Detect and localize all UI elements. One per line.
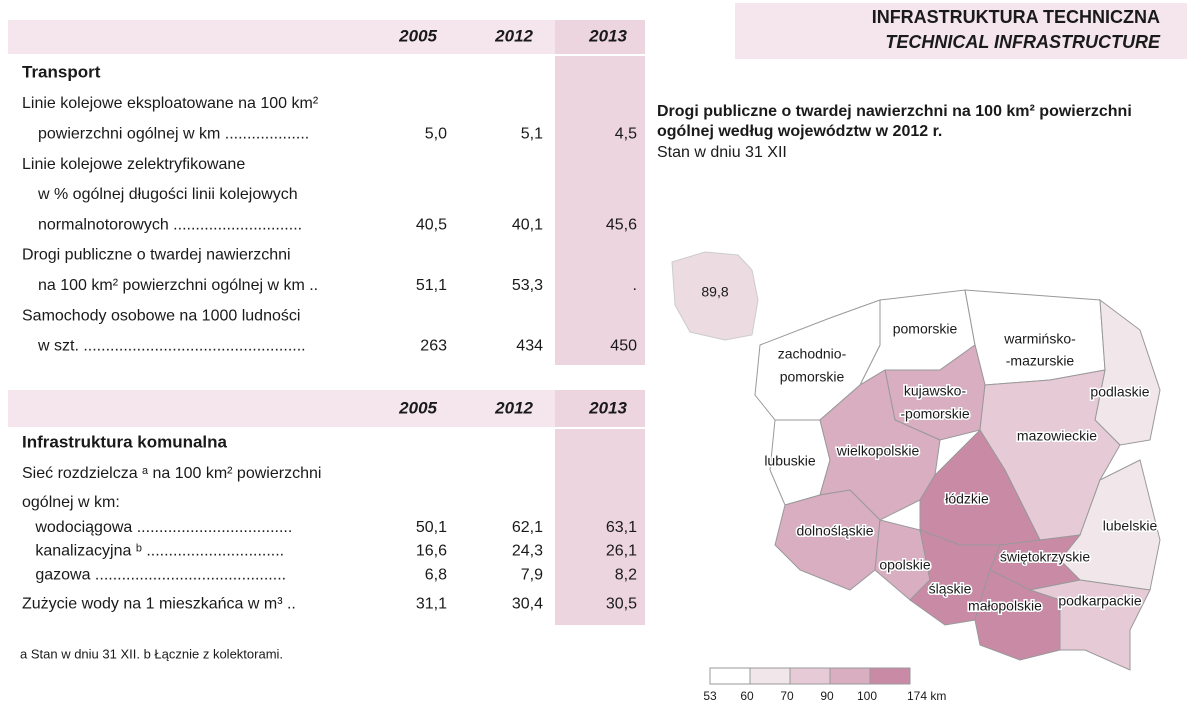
header-subtitle: TECHNICAL INFRASTRUCTURE bbox=[885, 32, 1161, 52]
region-label: małopolskie bbox=[968, 598, 1042, 614]
cell-value: 26,1 bbox=[606, 543, 637, 560]
region-label: podlaskie bbox=[1090, 384, 1149, 400]
cell-value: 16,6 bbox=[416, 543, 447, 560]
cell-value: 40,1 bbox=[512, 216, 543, 233]
region-label: lubuskie bbox=[764, 453, 816, 469]
cell-value: 263 bbox=[420, 338, 447, 355]
legend-label: 174 km bbox=[907, 689, 946, 703]
region-label: śląskie bbox=[929, 581, 972, 597]
row-label: Sieć rozdzielcza ᵃ na 100 km² powierzchn… bbox=[22, 465, 321, 482]
legend-swatch bbox=[709, 667, 751, 685]
row-label: ogólnej w km: bbox=[22, 494, 120, 511]
legend-swatch bbox=[789, 667, 831, 685]
region-shape bbox=[774, 489, 881, 591]
inset-shape bbox=[671, 251, 759, 341]
legend-swatch bbox=[749, 667, 791, 685]
map: pomorskie warmińsko- -mazurskie zachodnio-p… bbox=[703, 289, 1161, 703]
column-header: 2013 bbox=[588, 26, 627, 45]
cell-value: 62,1 bbox=[512, 519, 543, 536]
region-label: świętokrzyskie bbox=[1000, 549, 1090, 565]
cell-value: 31,1 bbox=[416, 596, 447, 613]
region-shape bbox=[974, 569, 1061, 661]
cell-value: 30,5 bbox=[606, 596, 637, 613]
column-highlight bbox=[555, 390, 645, 625]
legend-label: 70 bbox=[780, 689, 794, 703]
cell-value: 434 bbox=[516, 338, 543, 355]
row-label: w szt. .................................… bbox=[37, 338, 306, 355]
legend-swatch bbox=[829, 667, 871, 685]
row-label: Drogi publiczne o twardej nawierzchni bbox=[22, 247, 291, 264]
table-header-bg bbox=[8, 390, 645, 428]
cell-value: 30,4 bbox=[512, 596, 543, 613]
legend-label: 53 bbox=[703, 689, 717, 703]
cell-value: 5,1 bbox=[521, 126, 543, 143]
cell-value: 53,3 bbox=[512, 277, 543, 294]
cell-value: 50,1 bbox=[416, 519, 447, 536]
row-label: kanalizacyjna ᵇ ........................… bbox=[22, 543, 284, 560]
legend-label: 60 bbox=[740, 689, 754, 703]
region-label: pomorskie bbox=[893, 321, 958, 337]
cell-value: 7,9 bbox=[521, 567, 543, 584]
row-label: wodociągowa ............................… bbox=[22, 519, 292, 536]
row-label: Linie kolejowe zelektryfikowane bbox=[22, 156, 245, 173]
cell-value: 4,5 bbox=[615, 126, 637, 143]
cell-value: 5,0 bbox=[425, 126, 447, 143]
region-label: łódzkie bbox=[945, 491, 989, 507]
region-label: zachodnio- bbox=[778, 346, 847, 362]
row-label: Samochody osobowe na 1000 ludności bbox=[22, 307, 300, 324]
cell-value: . bbox=[633, 277, 637, 294]
row-label: powierzchni ogólnej w km ...............… bbox=[38, 126, 309, 143]
region-label: -mazurskie bbox=[1006, 353, 1075, 369]
cell-value: 40,5 bbox=[416, 216, 447, 233]
region-label: kujawsko- bbox=[904, 383, 967, 399]
row-label: w % ogólnej długości linii kolejowych bbox=[37, 186, 298, 203]
map-subtitle: Stan w dniu 31 XII bbox=[657, 144, 787, 161]
table-header-bg bbox=[8, 20, 645, 55]
cell-value: 51,1 bbox=[416, 277, 447, 294]
column-header: 2012 bbox=[494, 26, 533, 45]
region-label: podkarpackie bbox=[1058, 593, 1141, 609]
region-label: pomorskie bbox=[780, 369, 845, 385]
region-label: -pomorskie bbox=[900, 406, 969, 422]
cell-value: 6,8 bbox=[425, 567, 447, 584]
row-label: Zużycie wody na 1 mieszkańca w m³ .. bbox=[22, 596, 296, 613]
row-label: normalnotorowych .......................… bbox=[38, 216, 302, 233]
region-label: wielkopolskie bbox=[836, 443, 920, 459]
region-label: dolnośląskie bbox=[796, 523, 873, 539]
row-label: Linie kolejowe eksploatowane na 100 km² bbox=[22, 95, 319, 112]
column-header: 2005 bbox=[398, 398, 437, 417]
column-header: 2005 bbox=[398, 26, 437, 45]
section-title: Transport bbox=[22, 62, 101, 81]
row-label: na 100 km² powierzchni ogólnej w km .. bbox=[38, 277, 318, 294]
header-bg bbox=[735, 3, 1187, 59]
cell-value: 8,2 bbox=[615, 567, 637, 584]
cell-value: 450 bbox=[610, 338, 637, 355]
map-title: ogólnej według województw w 2012 r. bbox=[657, 123, 942, 140]
map-title: Drogi publiczne o twardej nawierzchni na… bbox=[657, 103, 1132, 120]
column-header: 2012 bbox=[494, 398, 533, 417]
legend-swatch bbox=[869, 667, 911, 685]
region-label: lubelskie bbox=[1103, 518, 1158, 534]
row-label: gazowa .................................… bbox=[22, 567, 286, 584]
cell-value: 63,1 bbox=[606, 519, 637, 536]
cell-value: 24,3 bbox=[512, 543, 543, 560]
region-label: warmińsko- bbox=[1003, 331, 1076, 347]
section-title: Infrastruktura komunalna bbox=[22, 432, 228, 451]
legend-label: 90 bbox=[820, 689, 834, 703]
region-label: mazowieckie bbox=[1017, 428, 1097, 444]
column-highlight bbox=[555, 20, 645, 365]
column-header: 2013 bbox=[588, 398, 627, 417]
header-title: INFRASTRUKTURA TECHNICZNA bbox=[872, 7, 1160, 27]
footnote: a Stan w dniu 31 XII. b Łącznie z kolekt… bbox=[20, 646, 283, 661]
country-value: 89,8 bbox=[701, 284, 728, 300]
region-label: opolskie bbox=[879, 557, 931, 573]
legend-label: 100 bbox=[857, 689, 877, 703]
cell-value: 45,6 bbox=[606, 216, 637, 233]
